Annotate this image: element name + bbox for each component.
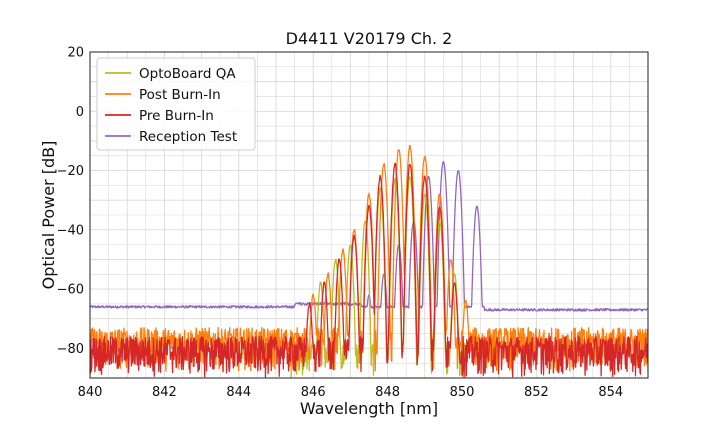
x-tick-label: 842	[152, 385, 177, 400]
x-tick-label: 848	[375, 385, 400, 400]
x-axis-label: Wavelength [nm]	[300, 399, 438, 418]
y-tick-label: −60	[57, 283, 84, 298]
y-tick-label: −80	[57, 342, 84, 357]
x-tick-label: 844	[226, 385, 251, 400]
plot-frame	[89, 51, 649, 379]
y-tick-label: −20	[57, 164, 84, 179]
legend-entry: Pre Burn-In	[139, 108, 214, 124]
x-ticks: 840 842 844 846 848 850 852 854	[78, 385, 624, 400]
legend-entry: Reception Test	[139, 129, 237, 145]
series-line	[290, 176, 467, 378]
legend: OptoBoard QA Post Burn-In Pre Burn-In Recep…	[96, 57, 256, 151]
series-line	[90, 162, 648, 378]
series-group	[90, 144, 648, 378]
y-tick-label: −40	[57, 223, 84, 238]
legend-entry: OptoBoard QA	[139, 66, 236, 82]
x-tick-label: 854	[598, 385, 623, 400]
y-tick-label: 0	[76, 105, 84, 120]
y-axis-label: Optical Power [dB]	[39, 141, 58, 290]
x-tick-label: 846	[301, 385, 326, 400]
legend-entry: Post Burn-In	[139, 87, 221, 103]
chart-title: D4411 V20179 Ch. 2	[286, 29, 453, 48]
x-tick-label: 852	[524, 385, 549, 400]
y-ticks: 20 0 −20 −40 −60 −80	[57, 46, 84, 357]
x-tick-label: 840	[78, 385, 103, 400]
legend-box	[96, 57, 256, 151]
y-tick-label: 20	[67, 46, 84, 61]
x-tick-label: 850	[450, 385, 475, 400]
